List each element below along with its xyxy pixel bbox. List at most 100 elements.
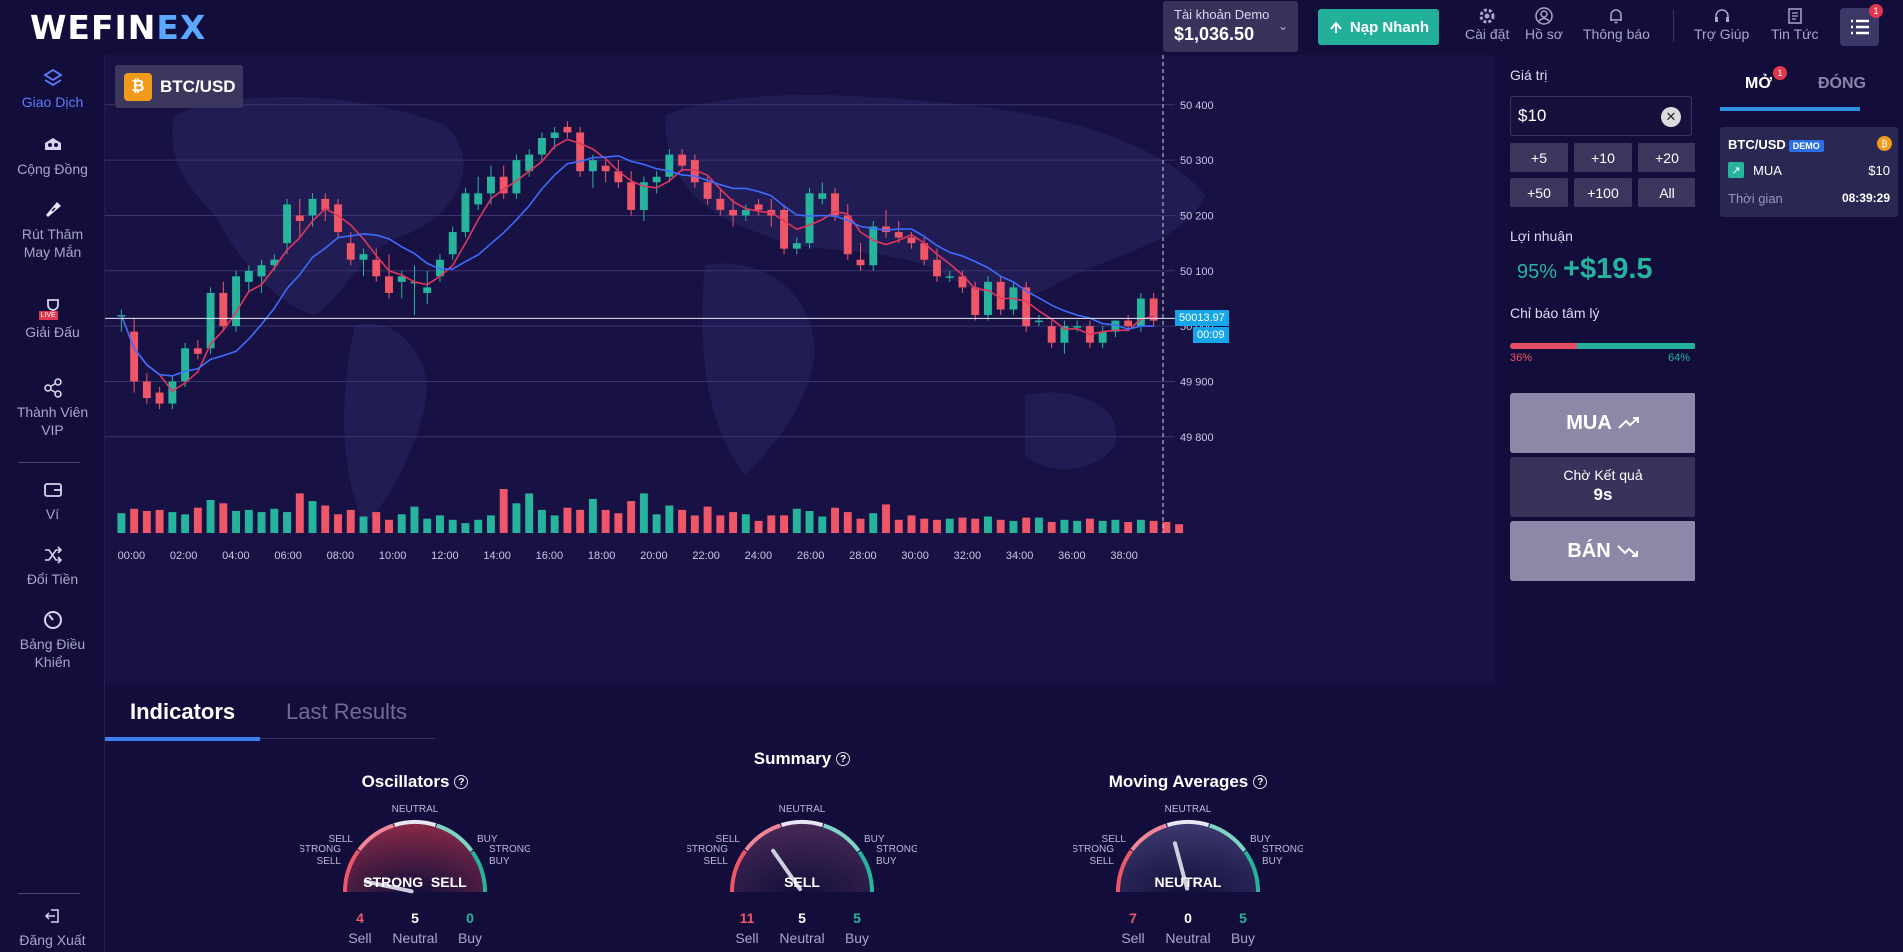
gauge-scale-label: STRONG xyxy=(1262,844,1303,855)
nav-settings[interactable]: Cài đặt xyxy=(1465,6,1509,42)
sidebar-item-wallet[interactable]: Ví xyxy=(0,477,105,523)
nav-profile[interactable]: Hồ sơ xyxy=(1525,6,1563,42)
candle-body xyxy=(1124,320,1133,327)
profit-percent: 95% xyxy=(1517,261,1558,283)
tab-last-results[interactable]: Last Results xyxy=(286,699,408,724)
sidebar-item-label: Thành Viên xyxy=(16,404,89,420)
candle-body xyxy=(869,226,878,266)
candle-body xyxy=(894,232,903,238)
x-tick-label: 36:00 xyxy=(1058,550,1086,562)
gauge-title: Oscillators? xyxy=(300,772,530,792)
gauge-counts: 4 Sell 5 Neutral 0 Buy xyxy=(300,910,530,946)
quick-add-100[interactable]: +100 xyxy=(1574,178,1632,207)
volume-bar xyxy=(474,519,483,533)
profit-display: 95% +$19.5 xyxy=(1517,253,1653,286)
brand-logo[interactable]: WEFINEX xyxy=(30,8,206,47)
volume-bar xyxy=(423,518,432,533)
clear-icon[interactable]: ✕ xyxy=(1661,107,1681,127)
sell-count: 4 xyxy=(356,910,364,926)
buy-caption: Buy xyxy=(844,930,870,946)
quick-add-5[interactable]: +5 xyxy=(1510,143,1568,172)
gauge-arc-segment xyxy=(1208,823,1247,853)
sidebar-item-lucky-draw[interactable]: Rút Thăm May Mắn xyxy=(0,197,105,261)
y-tick-label: 50 300 xyxy=(1180,155,1214,167)
amount-value: $10 xyxy=(1518,106,1547,125)
sidebar-item-tournament[interactable]: LIVE Giải Đấu xyxy=(0,295,105,341)
help-icon[interactable]: ? xyxy=(836,752,851,766)
volume-bar xyxy=(690,515,699,533)
nav-notifications[interactable]: Thông báo xyxy=(1583,6,1650,42)
gauge-arc-segment xyxy=(470,850,487,893)
candle-body xyxy=(907,237,916,244)
volume-bar xyxy=(1162,522,1171,533)
candle-body xyxy=(754,204,763,210)
nav-notifications-label: Thông báo xyxy=(1583,26,1650,42)
menu-button[interactable]: 1 xyxy=(1840,4,1883,46)
quick-add-10[interactable]: +10 xyxy=(1574,143,1632,172)
help-icon[interactable]: ? xyxy=(454,775,469,789)
x-tick-label: 26:00 xyxy=(797,550,825,562)
volume-bar xyxy=(436,515,444,533)
quick-add-20[interactable]: +20 xyxy=(1638,143,1696,172)
sidebar-item-label: Bảng Điều xyxy=(19,636,86,652)
volume-bar xyxy=(971,518,980,533)
x-tick-label: 38:00 xyxy=(1110,550,1138,562)
open-trade-card[interactable]: BTC/USD DEMO ₿ ↗ MUA $10 Thời gian 08:39:… xyxy=(1720,127,1898,217)
nav-news[interactable]: Tin Tức xyxy=(1771,6,1819,42)
candle-body xyxy=(334,204,342,233)
candle-body xyxy=(512,160,521,194)
tab-closed[interactable]: ĐÓNG xyxy=(1818,75,1866,92)
user-icon xyxy=(1534,6,1554,26)
menu-badge: 1 xyxy=(1869,4,1883,18)
volume-bar xyxy=(831,507,839,533)
sidebar-item-exchange[interactable]: Đổi Tiền xyxy=(0,542,105,588)
sidebar-item-dashboard[interactable]: Bảng Điều Khiển xyxy=(0,607,105,671)
count-sell: 4 Sell xyxy=(333,910,388,946)
gauge-scale-label: BUY xyxy=(1262,856,1283,867)
x-tick-label: 20:00 xyxy=(640,550,668,562)
volume-bar xyxy=(792,508,801,533)
quick-add-all[interactable]: All xyxy=(1638,178,1696,207)
candle-body xyxy=(155,392,164,404)
tab-open[interactable]: MỞ xyxy=(1745,75,1772,92)
tab-indicators[interactable]: Indicators xyxy=(130,699,236,724)
quick-add-50[interactable]: +50 xyxy=(1510,178,1568,207)
nav-profile-label: Hồ sơ xyxy=(1525,26,1563,42)
sidebar-item-vip[interactable]: Thành Viên VIP xyxy=(0,375,105,439)
amount-label: Giá trị xyxy=(1510,67,1548,83)
account-selector[interactable]: Tài khoản Demo $1,036.50 ⌄ xyxy=(1163,1,1298,52)
candle-body xyxy=(270,259,279,266)
buy-button[interactable]: MUA xyxy=(1510,393,1696,453)
quick-deposit-button[interactable]: Nạp Nhanh xyxy=(1318,9,1439,45)
amount-input[interactable]: $10 ✕ xyxy=(1510,96,1692,136)
sidebar-item-community[interactable]: Cộng Đồng xyxy=(0,132,105,178)
pair-selector[interactable]: ₿ BTC/USD xyxy=(115,65,243,108)
candle-body xyxy=(397,276,406,282)
volume-bar xyxy=(359,516,368,533)
ma-slow-line xyxy=(120,154,1154,377)
candle-body xyxy=(486,176,495,194)
sidebar-item-trade[interactable]: Giao Dịch xyxy=(0,65,105,111)
gauge-needle xyxy=(1172,841,1190,891)
candle-body xyxy=(1047,326,1056,343)
volume-bar xyxy=(130,508,139,533)
help-icon[interactable]: ? xyxy=(1253,775,1268,789)
x-tick-label: 16:00 xyxy=(536,550,564,562)
nav-help[interactable]: Trợ Giúp xyxy=(1694,6,1749,42)
x-tick-label: 34:00 xyxy=(1006,550,1034,562)
candle-body xyxy=(958,276,967,288)
candle-body xyxy=(537,138,546,155)
trade-pair-row: BTC/USD DEMO xyxy=(1728,137,1824,152)
volume-bar xyxy=(334,514,342,533)
gauge-arc-segment xyxy=(744,823,782,852)
sell-button[interactable]: BÁN xyxy=(1510,521,1696,581)
sidebar-item-logout[interactable]: Đăng Xuất xyxy=(0,903,105,949)
gauge-arc-segment xyxy=(435,823,474,853)
profit-value: +$19.5 xyxy=(1563,253,1653,285)
volume-bar xyxy=(1098,520,1107,533)
volume-bar xyxy=(321,505,330,533)
candle-body xyxy=(219,292,228,327)
volume-bar xyxy=(372,512,381,533)
